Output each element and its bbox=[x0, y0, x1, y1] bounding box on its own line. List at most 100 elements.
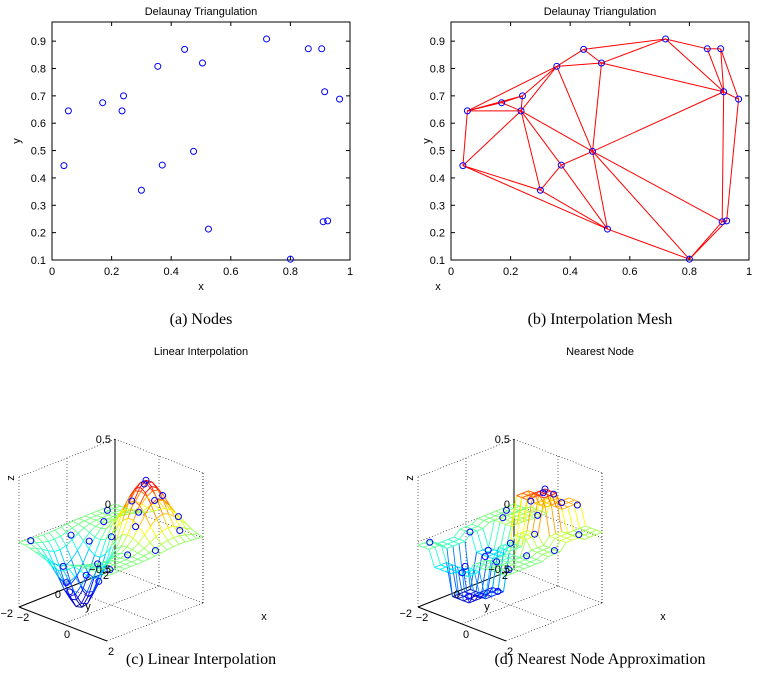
mesh-line bbox=[90, 515, 97, 519]
node-marker bbox=[66, 588, 74, 596]
node-marker bbox=[151, 546, 159, 554]
node-marker bbox=[580, 45, 588, 53]
mesh-line bbox=[29, 547, 36, 553]
mesh-line bbox=[112, 570, 120, 575]
mesh-line bbox=[77, 533, 84, 541]
mesh-line bbox=[96, 510, 103, 514]
mesh-line bbox=[519, 554, 526, 559]
mesh-line bbox=[584, 532, 591, 536]
mesh-line bbox=[89, 532, 96, 538]
mesh-line bbox=[468, 567, 475, 571]
mesh-line bbox=[458, 591, 465, 595]
mesh-line bbox=[560, 533, 568, 537]
mesh-line bbox=[560, 535, 567, 539]
z-tick-label: −0.5 bbox=[488, 564, 510, 576]
mesh-line bbox=[101, 517, 108, 520]
mesh-edge bbox=[601, 38, 666, 64]
mesh-line bbox=[566, 533, 574, 536]
node-marker bbox=[717, 45, 725, 53]
mesh-line bbox=[434, 566, 441, 570]
mesh-line bbox=[48, 540, 55, 552]
mesh-line bbox=[549, 533, 556, 537]
mesh-line bbox=[496, 557, 503, 561]
mesh-line bbox=[468, 594, 475, 604]
mesh-line bbox=[168, 513, 175, 518]
mesh-line bbox=[550, 504, 557, 508]
mesh-line bbox=[90, 563, 98, 567]
mesh-line bbox=[440, 544, 448, 549]
mesh-line bbox=[542, 551, 549, 555]
mesh-line bbox=[468, 567, 475, 595]
mesh-line bbox=[75, 606, 83, 608]
mesh-line bbox=[108, 560, 115, 564]
mesh-line bbox=[78, 515, 86, 519]
mesh-line bbox=[518, 566, 525, 570]
mesh-line bbox=[536, 551, 543, 555]
mesh-line bbox=[95, 525, 102, 529]
mesh-line bbox=[110, 539, 117, 557]
mesh-line bbox=[143, 548, 150, 554]
mesh-line bbox=[120, 554, 127, 559]
node-marker bbox=[527, 497, 535, 505]
mesh-line bbox=[96, 512, 103, 517]
mesh-line bbox=[71, 559, 78, 577]
mesh-line bbox=[544, 490, 551, 494]
node-marker bbox=[536, 186, 544, 194]
mesh-line bbox=[162, 499, 169, 514]
mesh-line bbox=[42, 541, 49, 552]
mesh-line bbox=[94, 554, 101, 558]
mesh-line bbox=[493, 551, 500, 555]
x-tick-label: 0.6 bbox=[622, 266, 637, 278]
mesh-line bbox=[83, 527, 90, 533]
mesh-line bbox=[524, 506, 531, 510]
mesh-line bbox=[108, 562, 115, 566]
mesh-line bbox=[541, 556, 549, 563]
mesh-line bbox=[584, 534, 591, 538]
node-marker bbox=[498, 99, 506, 107]
mesh-line bbox=[48, 529, 56, 534]
mesh-line bbox=[573, 530, 580, 534]
mesh-line bbox=[501, 508, 508, 512]
mesh-line bbox=[539, 494, 546, 508]
mesh-line bbox=[108, 505, 115, 509]
mesh-line bbox=[144, 534, 151, 543]
node-marker bbox=[82, 571, 90, 579]
mesh-line bbox=[469, 591, 477, 595]
caption-c: (c) Linear Interpolation bbox=[126, 651, 276, 668]
mesh-edge bbox=[706, 48, 725, 92]
z-axis-label: z bbox=[5, 475, 17, 481]
mesh-line bbox=[451, 566, 458, 570]
mesh-line bbox=[494, 568, 502, 573]
mesh-line bbox=[24, 544, 31, 549]
mesh-line bbox=[47, 550, 55, 552]
mesh-line bbox=[122, 517, 129, 522]
mesh-line bbox=[523, 566, 531, 570]
mesh-line bbox=[472, 564, 479, 568]
mesh-line bbox=[179, 535, 186, 543]
mesh-line bbox=[561, 531, 568, 534]
mesh-line bbox=[89, 526, 96, 533]
mesh-line bbox=[111, 518, 118, 535]
x-axis-label: x bbox=[435, 281, 441, 293]
mesh-line bbox=[533, 491, 540, 498]
mesh-line bbox=[510, 495, 517, 543]
mesh-line bbox=[167, 540, 174, 548]
mesh-line bbox=[478, 559, 486, 564]
mesh-line bbox=[567, 530, 574, 534]
mesh-line bbox=[548, 538, 556, 548]
mesh-line bbox=[446, 545, 454, 549]
mesh-line bbox=[149, 536, 157, 543]
node-marker bbox=[466, 528, 474, 536]
node-marker bbox=[465, 592, 473, 600]
node-marker bbox=[137, 186, 145, 194]
mesh-line bbox=[434, 564, 441, 568]
data-points bbox=[27, 476, 184, 596]
mesh-line bbox=[568, 499, 575, 503]
mesh-line bbox=[521, 499, 528, 547]
mesh-line bbox=[101, 521, 108, 524]
mesh-line bbox=[484, 564, 491, 568]
mesh-line bbox=[520, 534, 527, 538]
mesh-line bbox=[554, 540, 561, 550]
mesh-line bbox=[41, 548, 48, 559]
mesh-line bbox=[66, 527, 73, 533]
